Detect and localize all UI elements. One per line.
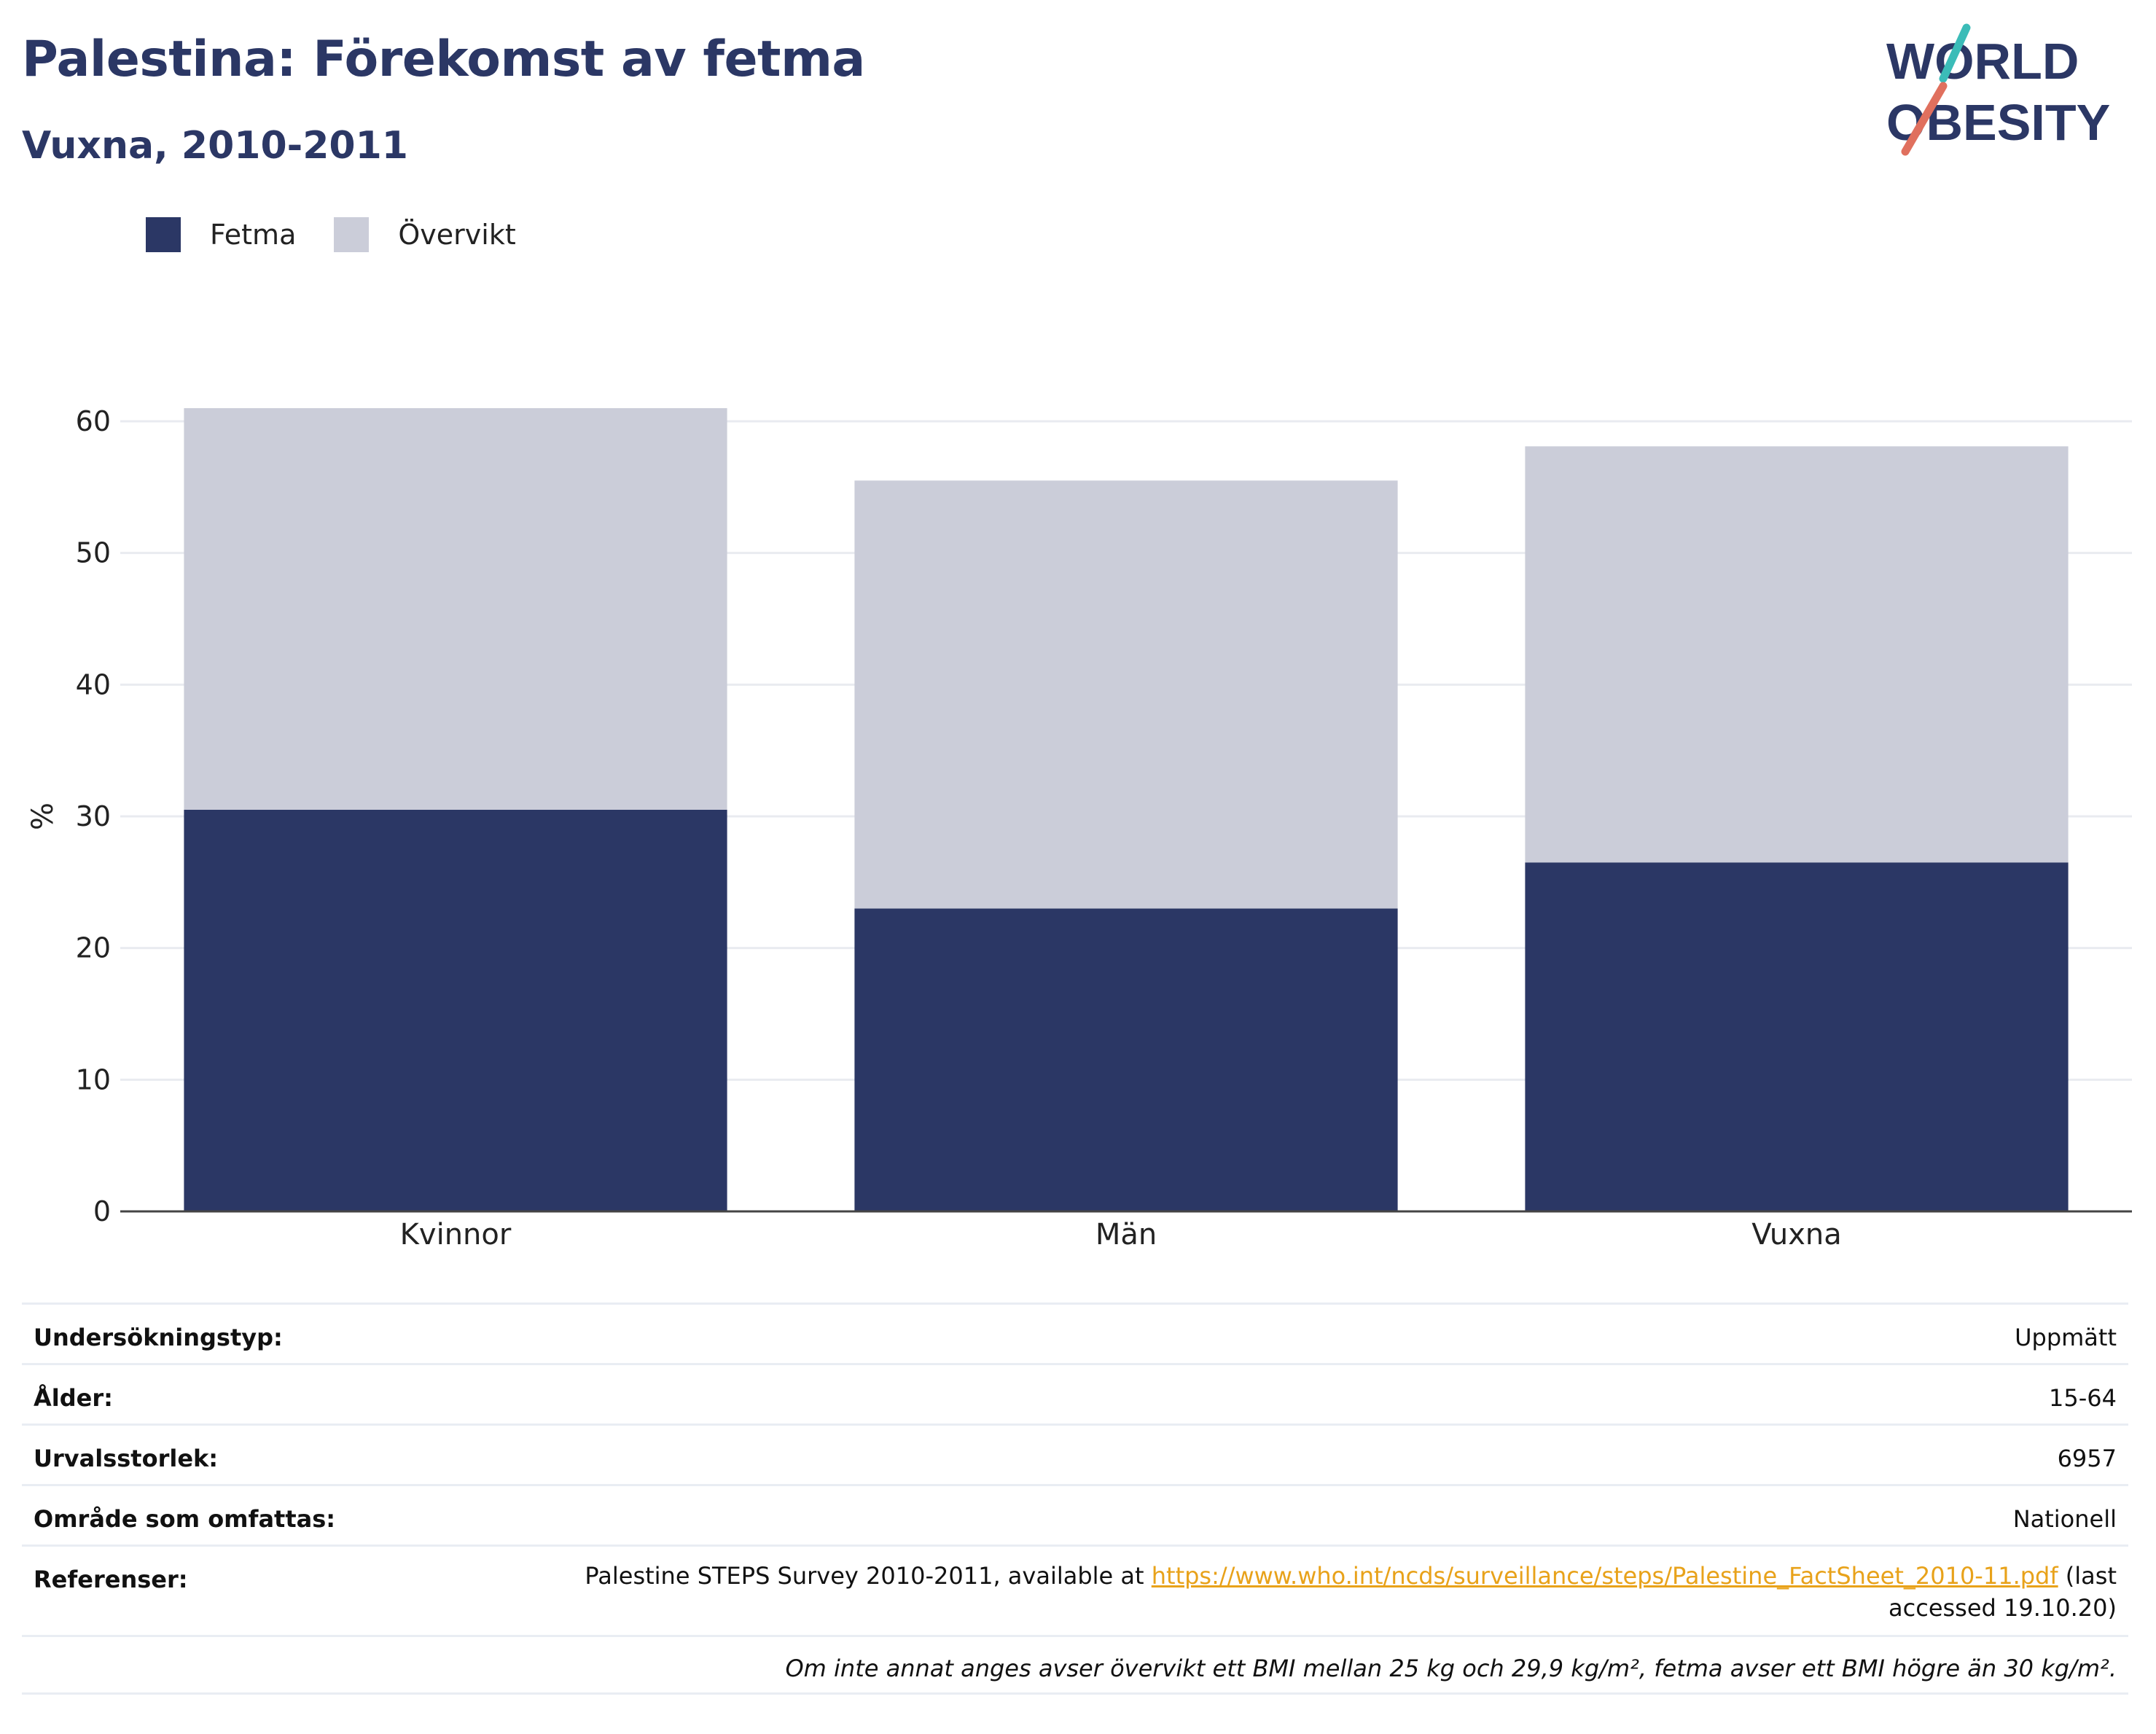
age-label: Ålder: xyxy=(34,1384,113,1412)
references-link[interactable]: https://www.who.int/ncds/surveillance/st… xyxy=(1151,1562,2058,1590)
y-tick-label: 50 xyxy=(76,537,111,569)
x-tick-label: Män xyxy=(1095,1218,1157,1251)
bmi-definition-note: Om inte annat anges avser övervikt ett B… xyxy=(22,1635,2128,1695)
y-tick-label: 20 xyxy=(76,932,111,964)
area-label: Område som omfattas: xyxy=(34,1505,336,1533)
bar-overvikt-vuxna xyxy=(1525,446,2069,863)
legend-label-overvikt: Övervikt xyxy=(398,219,516,251)
legend-swatch-fetma xyxy=(146,217,181,252)
survey-type-label: Undersökningstyp: xyxy=(34,1324,283,1351)
references-prefix: Palestine STEPS Survey 2010-2011, availa… xyxy=(585,1562,1152,1590)
bar-fetma-vuxna xyxy=(1525,862,2069,1211)
references-value: Palestine STEPS Survey 2010-2011, availa… xyxy=(564,1560,2117,1635)
info-row-references: Referenser: Palestine STEPS Survey 2010-… xyxy=(22,1544,2128,1635)
page-title: Palestina: Förekomst av fetma xyxy=(22,31,865,88)
y-axis-title: % xyxy=(26,802,60,830)
info-row-age: Ålder: 15-64 xyxy=(22,1363,2128,1423)
bar-fetma-män xyxy=(854,908,1398,1211)
info-row-area: Område som omfattas: Nationell xyxy=(22,1484,2128,1544)
age-value: 15-64 xyxy=(2049,1384,2117,1412)
y-tick-label: 0 xyxy=(93,1195,111,1227)
legend-label-fetma: Fetma xyxy=(210,219,297,251)
y-tick-label: 10 xyxy=(76,1063,111,1096)
area-value: Nationell xyxy=(2012,1505,2117,1533)
svg-text:WORLD: WORLD xyxy=(1886,33,2079,90)
page-subtitle: Vuxna, 2010-2011 xyxy=(22,124,408,168)
legend-swatch-overvikt xyxy=(334,217,370,252)
references-suffix: (last accessed 19.10.20) xyxy=(1889,1562,2117,1622)
info-row-survey-type: Undersökningstyp: Uppmätt xyxy=(22,1303,2128,1363)
bar-overvikt-kvinnor xyxy=(184,407,727,810)
survey-type-value: Uppmätt xyxy=(2015,1324,2117,1351)
y-tick-label: 30 xyxy=(76,800,111,832)
sample-size-value: 6957 xyxy=(2057,1445,2117,1472)
chart-legend: Fetma Övervikt xyxy=(146,217,554,252)
sample-size-label: Urvalsstorlek: xyxy=(34,1445,219,1472)
x-tick-label: Vuxna xyxy=(1751,1218,1842,1251)
bar-fetma-kvinnor xyxy=(184,809,727,1211)
y-tick-label: 40 xyxy=(76,668,111,700)
world-obesity-logo: WORLD OBESITY xyxy=(1886,23,2110,156)
x-tick-label: Kvinnor xyxy=(400,1218,512,1251)
legend-item-overvikt: Övervikt xyxy=(334,217,516,252)
y-tick-label: 60 xyxy=(76,405,111,437)
survey-info-table: Undersökningstyp: Uppmätt Ålder: 15-64 U… xyxy=(22,1303,2128,1695)
legend-item-fetma: Fetma xyxy=(146,217,296,252)
bar-overvikt-män xyxy=(854,480,1398,909)
info-row-sample-size: Urvalsstorlek: 6957 xyxy=(22,1423,2128,1484)
stacked-bar-chart: 0 10 20 30 40 50 60% Kvinnor Män Vuxna xyxy=(26,405,2132,1251)
references-label: Referenser: xyxy=(34,1566,188,1593)
